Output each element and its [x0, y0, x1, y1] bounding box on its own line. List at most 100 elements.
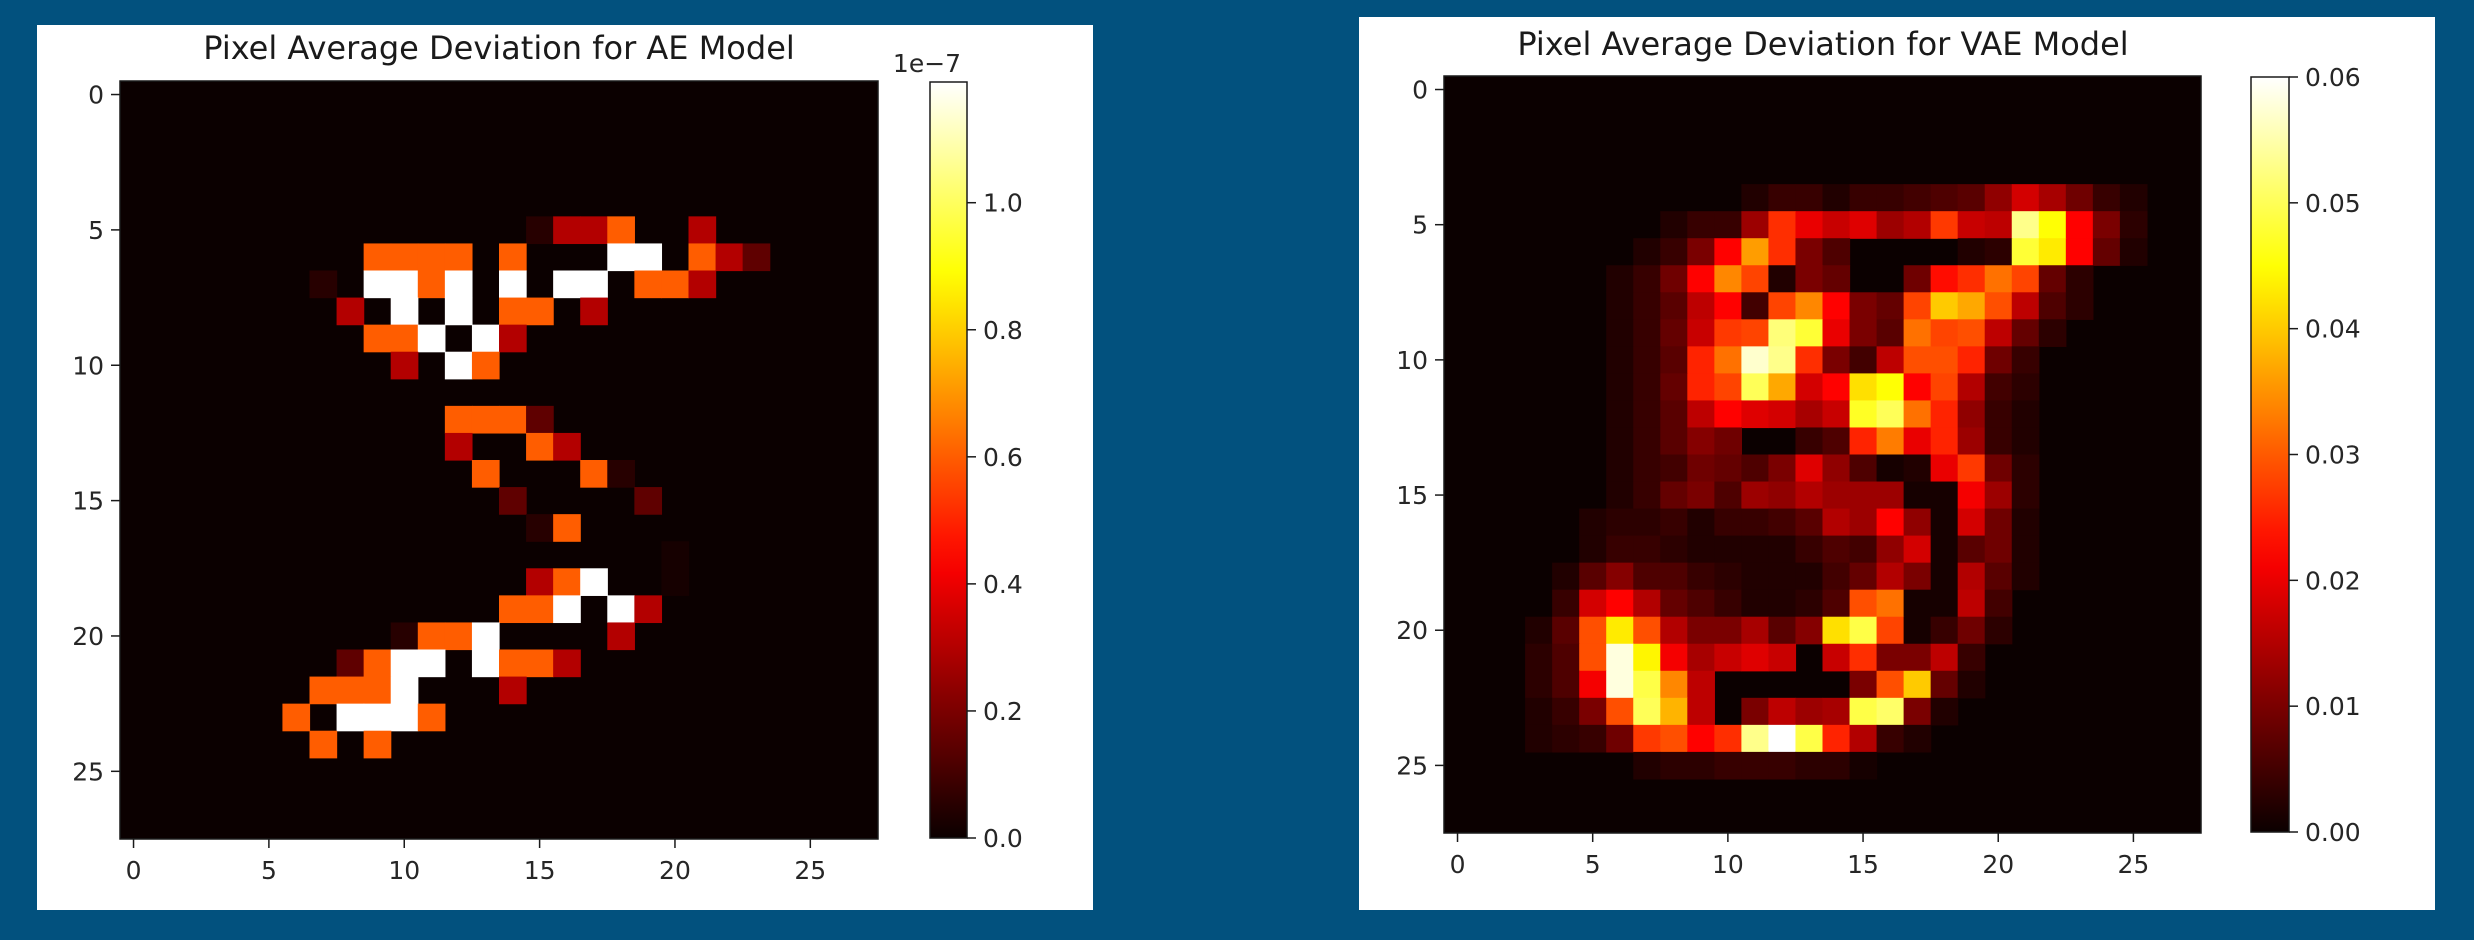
vae-heatmap-cell: [1930, 292, 1959, 320]
vae-heatmap-cell: [1957, 265, 1986, 293]
vae-heatmap-cell: [1903, 697, 1932, 726]
vae-y-tick-label: 15: [1396, 481, 1428, 510]
vae-heatmap-cell: [1714, 292, 1742, 320]
vae-heatmap-cell: [1768, 211, 1797, 239]
ae-colorbar-tick-label: 0.2: [983, 697, 1023, 726]
ae-heatmap-cell: [553, 270, 581, 299]
vae-heatmap-cell: [1768, 238, 1797, 266]
vae-heatmap-cell: [1822, 643, 1851, 672]
vae-heatmap-cell: [1957, 670, 1986, 699]
ae-x-tick-label: 0: [126, 856, 142, 885]
vae-heatmap-cell: [1660, 400, 1688, 429]
ae-colorbar-offset-label: 1e−7: [893, 49, 961, 78]
vae-heatmap-cell: [1768, 643, 1797, 672]
vae-heatmap-cell: [1687, 427, 1715, 456]
vae-heatmap-cell: [2038, 265, 2067, 293]
vae-heatmap-cell: [1795, 346, 1824, 374]
vae-x-tick-label: 5: [1585, 850, 1601, 879]
vae-heatmap-cell: [1606, 265, 1634, 293]
vae-heatmap-cell: [1984, 319, 2013, 347]
vae-heatmap-cell: [1795, 562, 1824, 591]
ae-heatmap-cell: [390, 243, 419, 272]
ae-colorbar-tick-label: 1.0: [983, 189, 1023, 218]
vae-heatmap-cell: [1903, 643, 1932, 672]
ae-heatmap-cell: [634, 270, 663, 299]
vae-heatmap-cell: [1984, 238, 2013, 266]
vae-heatmap-cell: [2038, 319, 2067, 347]
vae-heatmap-cell: [1741, 697, 1770, 726]
vae-heatmap-cell: [1687, 481, 1715, 510]
vae-heatmap-cell: [1930, 454, 1959, 483]
ae-heatmap-cell: [499, 487, 527, 515]
ae-heatmap-cell: [526, 216, 554, 245]
vae-heatmap-cell: [1957, 427, 1986, 456]
ae-heatmap-cell: [499, 297, 527, 326]
ae-heatmap-cell: [715, 243, 744, 272]
vae-heatmap-cell: [1579, 589, 1607, 618]
vae-heatmap-cell: [1633, 346, 1661, 374]
ae-heatmap-cell: [336, 297, 365, 326]
vae-heatmap-cell: [1822, 508, 1851, 537]
vae-heatmap-cell: [1687, 562, 1715, 591]
vae-heatmap-cell: [1687, 265, 1715, 293]
ae-heatmap-cell: [526, 649, 554, 678]
vae-heatmap-cell: [1687, 670, 1715, 699]
vae-heatmap-cell: [1984, 454, 2013, 483]
vae-heatmap-cell: [1876, 373, 1905, 402]
vae-heatmap-cell: [1741, 589, 1770, 618]
vae-heatmap-cell: [1606, 373, 1634, 402]
vae-heatmap-cell: [1633, 373, 1661, 402]
ae-heatmap-cell: [553, 568, 581, 596]
vae-heatmap-cell: [1606, 319, 1634, 347]
ae-heatmap-cell: [607, 460, 635, 488]
vae-heatmap-cell: [1660, 319, 1688, 347]
vae-heatmap-cell: [1579, 508, 1607, 537]
vae-heatmap-cell: [1876, 724, 1905, 753]
ae-colorbar-gradient: [929, 81, 968, 839]
ae-heatmap-cell: [309, 730, 338, 759]
vae-heatmap-cell: [1876, 346, 1905, 374]
vae-heatmap-cell: [1633, 616, 1661, 645]
vae-heatmap-cell: [1741, 481, 1770, 510]
vae-heatmap-cell: [1984, 508, 2013, 537]
ae-heatmap-cell: [553, 595, 581, 624]
vae-heatmap-cell: [1849, 184, 1878, 212]
ae-heatmap-cell: [417, 622, 446, 651]
vae-heatmap-cell: [1822, 265, 1851, 293]
vae-heatmap-cell: [1795, 373, 1824, 402]
vae-heatmap-cell: [1579, 697, 1607, 726]
ae-heatmap-cell: [390, 270, 419, 299]
vae-heatmap-cell: [1876, 589, 1905, 618]
vae-heatmap-cell: [1525, 616, 1553, 645]
vae-heatmap-cell: [1741, 751, 1770, 780]
vae-heatmap-cell: [1957, 238, 1986, 266]
ae-chart-title: Pixel Average Deviation for AE Model: [203, 29, 795, 67]
vae-heatmap-cell: [1930, 643, 1959, 672]
vae-heatmap-cell: [1768, 346, 1797, 374]
ae-heatmap-cell: [580, 460, 608, 488]
ae-heatmap-cell: [688, 243, 717, 272]
vae-heatmap-cell: [1579, 643, 1607, 672]
vae-heatmap-cell: [1525, 724, 1553, 753]
ae-heatmap-cell: [661, 270, 690, 299]
vae-heatmap-cell: [1579, 670, 1607, 699]
ae-heatmap-cell: [363, 270, 392, 299]
vae-heatmap-cell: [1876, 670, 1905, 699]
vae-heatmap-cell: [1930, 427, 1959, 456]
vae-heatmap-cell: [1876, 535, 1905, 564]
vae-heatmap-cell: [1687, 292, 1715, 320]
ae-plot-frame: [119, 80, 879, 840]
vae-heatmap-cell: [1660, 643, 1688, 672]
vae-heatmap-cell: [1633, 724, 1661, 753]
vae-heatmap-cell: [1822, 481, 1851, 510]
vae-heatmap-cell: [1984, 427, 2013, 456]
vae-heatmap-cell: [1849, 481, 1878, 510]
vae-heatmap-cell: [2065, 265, 2094, 293]
vae-heatmap-cell: [1849, 562, 1878, 591]
vae-heatmap-cell: [1795, 454, 1824, 483]
vae-heatmap-cell: [1957, 292, 1986, 320]
vae-heatmap-cell: [1741, 265, 1770, 293]
ae-heatmap-cell: [471, 460, 500, 488]
vae-heatmap-cell: [1606, 346, 1634, 374]
ae-x-tick-label: 15: [524, 856, 556, 885]
